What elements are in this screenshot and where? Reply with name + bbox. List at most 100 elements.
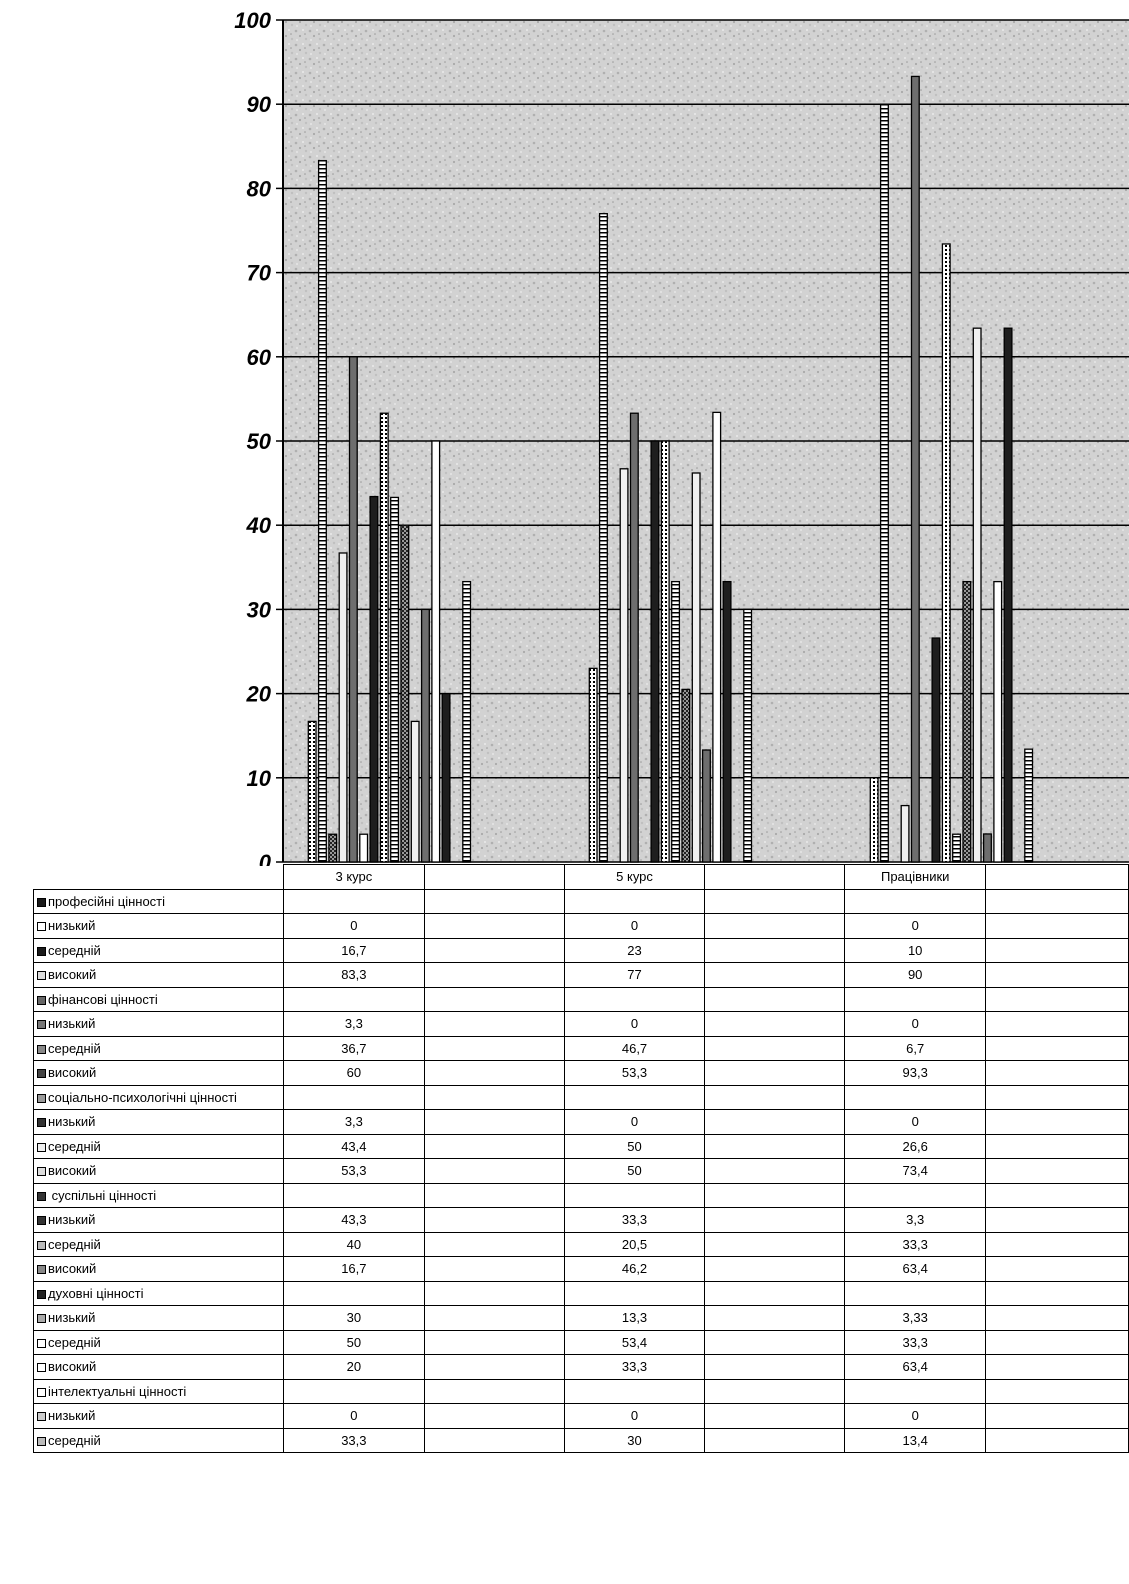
value-cell	[563, 986, 706, 1012]
empty-cell	[704, 913, 846, 939]
value-cell: 0	[563, 1403, 706, 1429]
bar	[359, 833, 369, 863]
value-cell: 33,3	[844, 1329, 987, 1355]
empty-cell	[423, 986, 565, 1012]
row-label: середній	[33, 1133, 284, 1159]
row-label: низький	[33, 1207, 284, 1233]
value-cell	[844, 1182, 987, 1208]
row-label-text: середній	[48, 1138, 101, 1154]
value-cell	[563, 1182, 706, 1208]
row-label-text: середній	[48, 1236, 101, 1252]
value-cell: 3,3	[844, 1207, 987, 1233]
empty-cell	[985, 1133, 1129, 1159]
empty-cell	[423, 1354, 565, 1380]
row-label-text: низький	[48, 1016, 96, 1032]
empty-cell	[704, 1427, 846, 1453]
bar	[462, 580, 472, 863]
empty-cell	[985, 1305, 1129, 1331]
row-label: високий	[33, 1158, 284, 1184]
empty-cell	[704, 1060, 846, 1086]
row-label: духовні цінності	[33, 1280, 284, 1306]
y-tick-label: 70	[247, 261, 272, 286]
legend-swatch-icon	[37, 1069, 46, 1079]
row-label: фінансові цінності	[33, 986, 284, 1012]
table-row: інтелектуальні цінності	[33, 1378, 1129, 1404]
empty-cell	[704, 1011, 846, 1037]
legend-swatch-icon	[37, 1044, 46, 1054]
value-cell: 0	[844, 1109, 987, 1135]
empty-cell	[704, 1256, 846, 1282]
row-label: інтелектуальні цінності	[33, 1378, 284, 1404]
empty-cell	[985, 1158, 1129, 1184]
value-cell	[282, 986, 425, 1012]
value-cell: 53,3	[563, 1060, 706, 1086]
category-label: 3 курс	[282, 864, 425, 890]
empty-cell	[423, 1084, 565, 1110]
table-row: соціально-психологічні цінності	[33, 1084, 1129, 1110]
value-cell: 10	[844, 937, 987, 963]
bar	[722, 580, 732, 863]
empty-cell	[985, 1280, 1129, 1306]
value-cell: 50	[563, 1133, 706, 1159]
bar	[941, 243, 951, 863]
bar	[650, 440, 660, 863]
value-cell: 3,33	[844, 1305, 987, 1331]
value-cell: 20	[282, 1354, 425, 1380]
empty-cell	[985, 1109, 1129, 1135]
bar	[1003, 327, 1013, 863]
empty-cell	[704, 1231, 846, 1257]
value-cell: 0	[563, 1011, 706, 1037]
value-cell	[563, 1084, 706, 1110]
row-label-text: низький	[48, 1310, 96, 1326]
empty-cell	[423, 1011, 565, 1037]
bar	[369, 495, 379, 863]
table-header-row: 3 курс 5 курс Працівники	[33, 864, 1129, 890]
bar	[972, 327, 982, 863]
empty-cell	[985, 986, 1129, 1012]
row-label: суспільні цінності	[33, 1182, 284, 1208]
table-row: високий 83,3 77 90	[33, 962, 1129, 988]
value-cell: 26,6	[844, 1133, 987, 1159]
empty-cell	[423, 962, 565, 988]
row-label-text: середній	[48, 942, 101, 958]
value-cell: 6,7	[844, 1035, 987, 1061]
bar	[588, 667, 598, 863]
bar	[869, 777, 879, 863]
bar	[962, 580, 972, 863]
y-axis-ticks: 0 10 20 30 40 50 60 70 80 90 100	[234, 8, 283, 866]
empty-cell	[704, 962, 846, 988]
table-row: високий 20 33,3 63,4	[33, 1354, 1129, 1380]
category-label: Працівники	[844, 864, 987, 890]
row-label: високий	[33, 1060, 284, 1086]
bar	[952, 833, 962, 863]
row-label-text: високий	[48, 1065, 97, 1081]
row-label-text: високий	[48, 1163, 97, 1179]
value-cell: 13,3	[563, 1305, 706, 1331]
row-label-text: соціально-психологічні цінності	[48, 1089, 237, 1105]
row-label-text: середній	[48, 1432, 101, 1448]
empty-cell	[985, 1011, 1129, 1037]
value-cell: 36,7	[282, 1035, 425, 1061]
table-row: високий 60 53,3 93,3	[33, 1060, 1129, 1086]
bar	[701, 749, 711, 863]
empty-cell	[985, 864, 1129, 890]
bar	[410, 720, 420, 863]
row-label: професійні цінності	[33, 888, 284, 914]
empty-cell	[985, 1207, 1129, 1233]
empty-cell	[423, 1305, 565, 1331]
empty-cell	[704, 1133, 846, 1159]
row-label-text: низький	[48, 1408, 96, 1424]
row-label: середній	[33, 1035, 284, 1061]
row-label: середній	[33, 1231, 284, 1257]
value-cell: 33,3	[844, 1231, 987, 1257]
legend-swatch-icon	[37, 946, 46, 956]
row-label-text: духовні цінності	[48, 1285, 144, 1301]
value-cell: 73,4	[844, 1158, 987, 1184]
table-row: низький 3,3 0 0	[33, 1109, 1129, 1135]
table-row: низький 30 13,3 3,33	[33, 1305, 1129, 1331]
legend-swatch-icon	[37, 1338, 46, 1348]
empty-cell	[423, 1427, 565, 1453]
value-cell: 0	[563, 1109, 706, 1135]
row-label: середній	[33, 1427, 284, 1453]
value-cell: 0	[282, 913, 425, 939]
